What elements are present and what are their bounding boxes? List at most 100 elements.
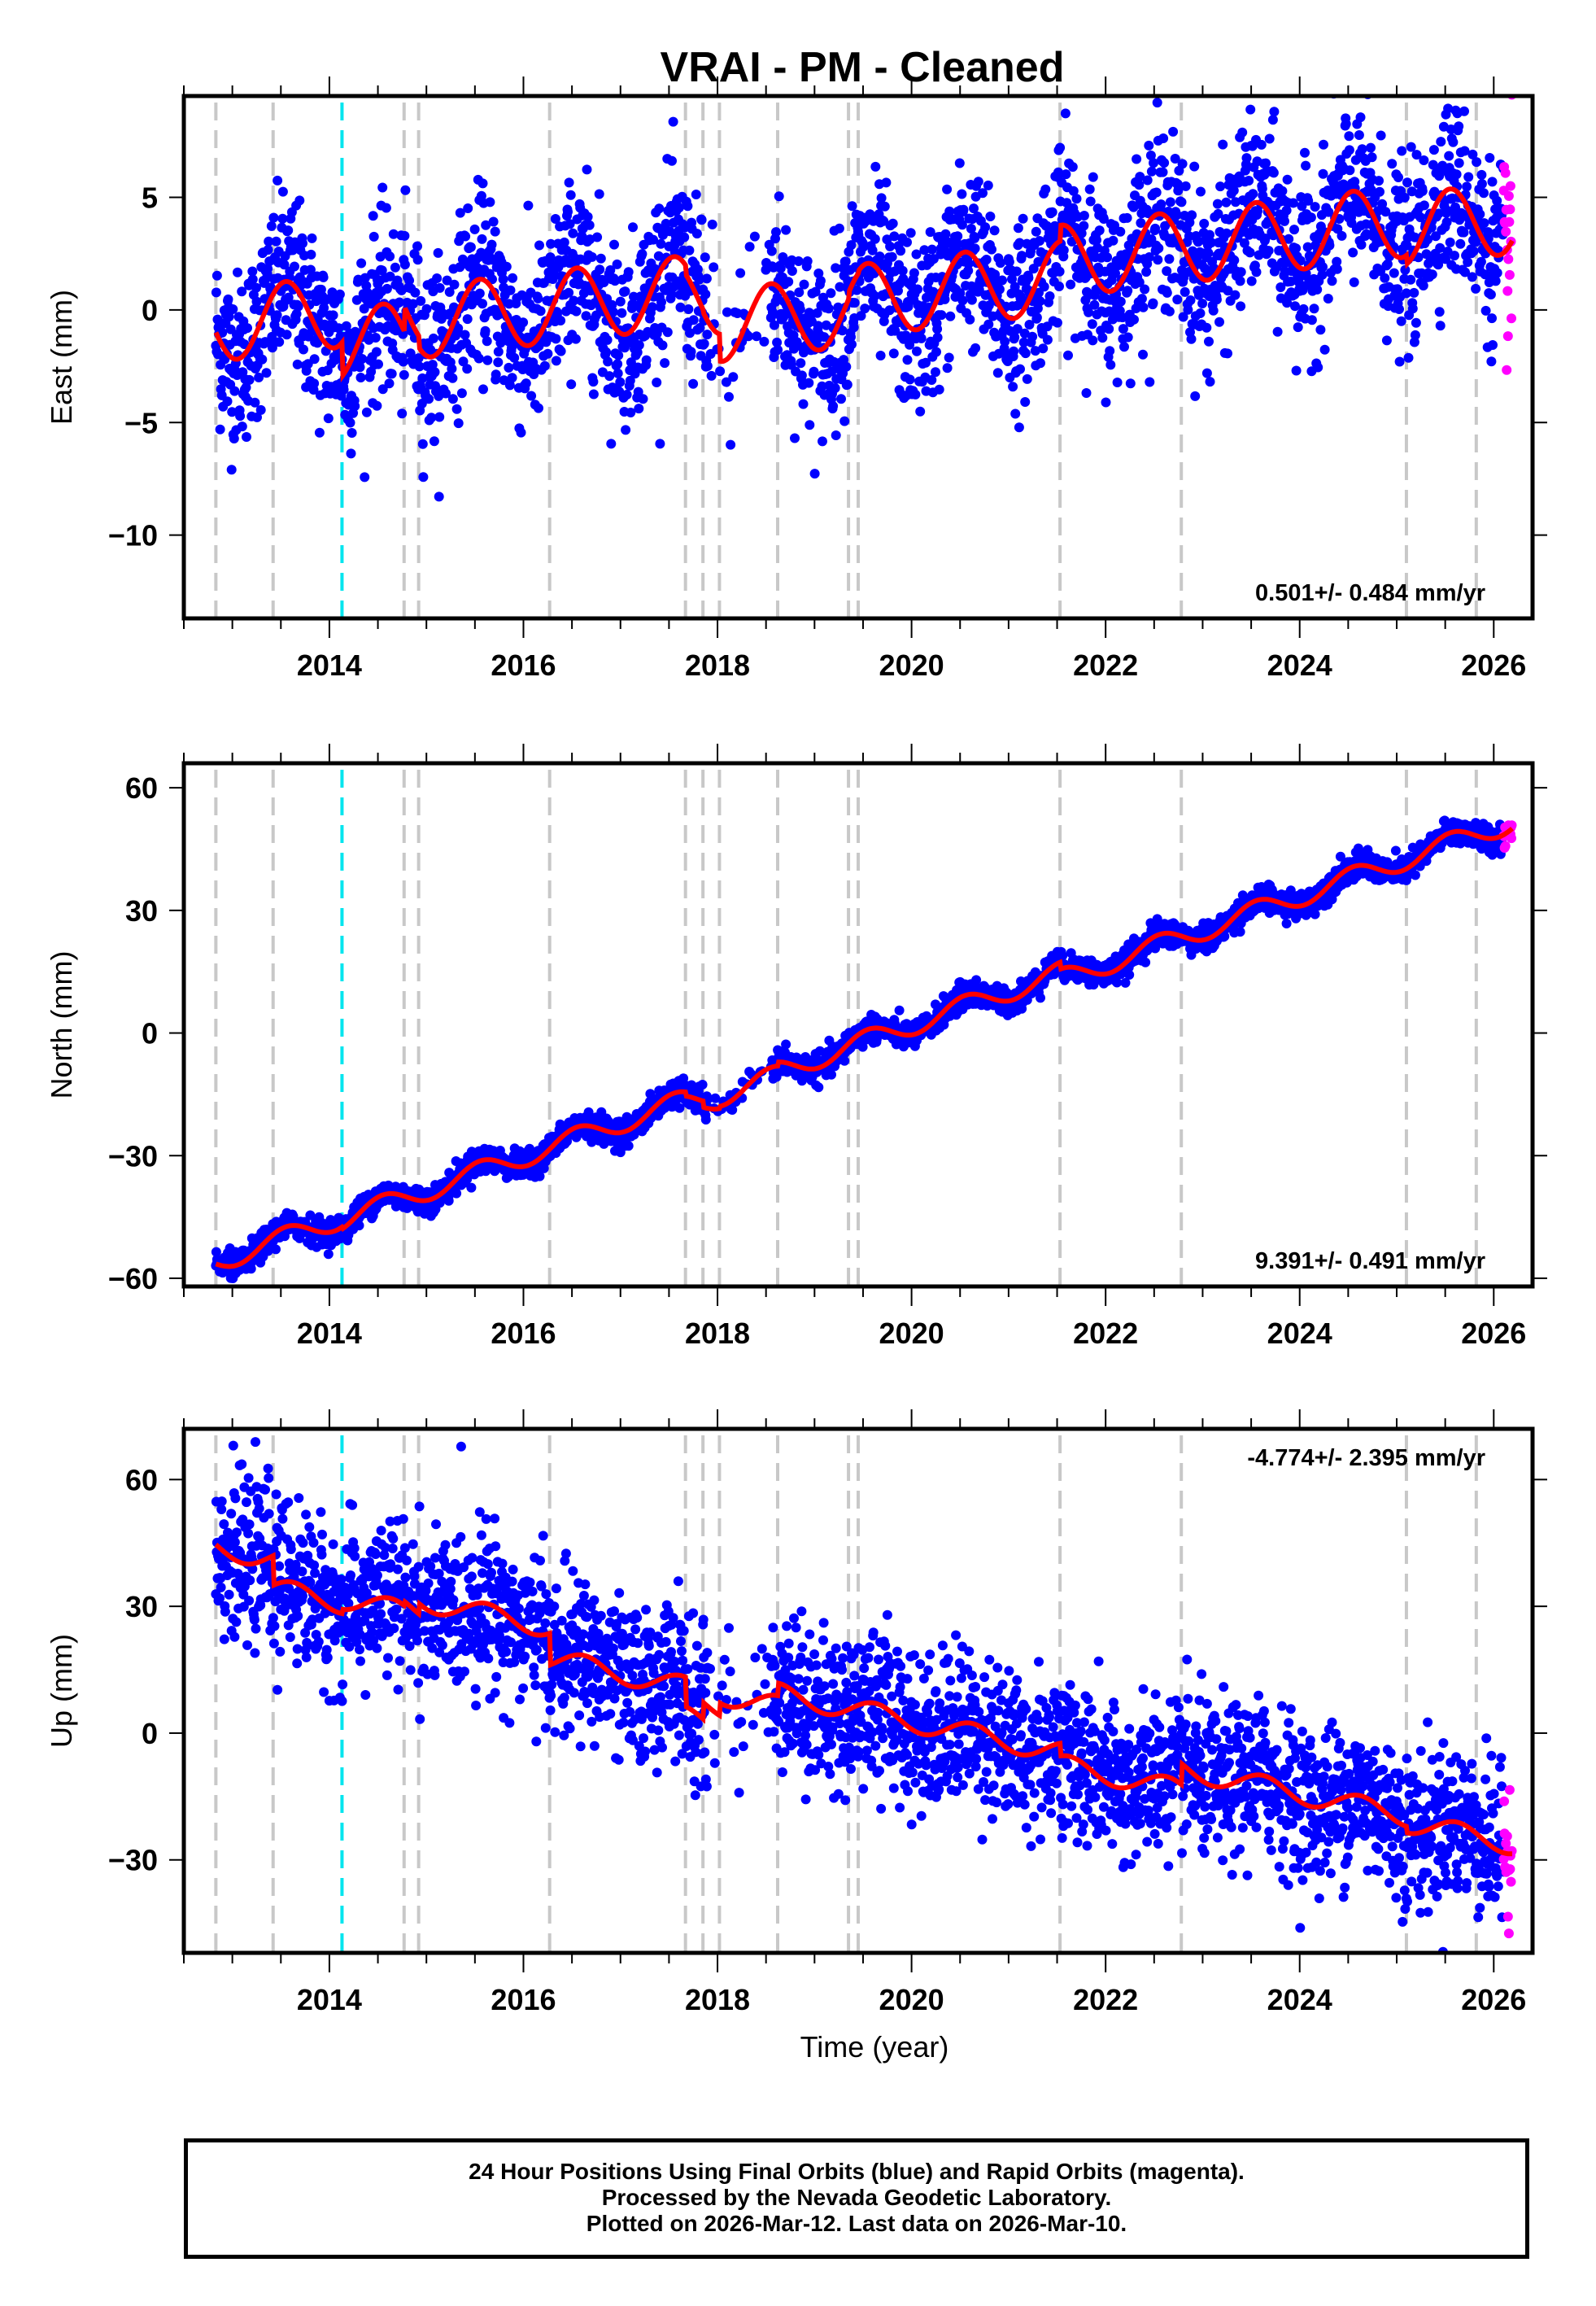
- final-orbit-point: [1471, 283, 1481, 294]
- final-orbit-point: [1309, 304, 1319, 314]
- final-orbit-point: [462, 314, 473, 325]
- final-orbit-point: [818, 436, 827, 447]
- rapid-orbit-point: [1500, 168, 1511, 178]
- final-orbit-point: [1256, 139, 1267, 150]
- final-orbit-point: [377, 182, 388, 193]
- final-orbit-point: [1184, 231, 1194, 242]
- y-tick-label: −10: [108, 519, 158, 552]
- final-orbit-point: [875, 351, 886, 360]
- final-orbit-point: [812, 308, 822, 318]
- final-orbit-point: [1061, 169, 1071, 180]
- final-orbit-point: [539, 360, 550, 371]
- final-orbit-point: [1178, 312, 1188, 322]
- final-orbit-point: [1237, 127, 1248, 138]
- final-orbit-point: [1431, 231, 1441, 242]
- final-orbit-point: [1165, 197, 1175, 207]
- final-orbit-point: [566, 379, 577, 390]
- final-orbit-point: [1433, 208, 1444, 219]
- final-orbit-point: [1115, 226, 1126, 237]
- final-orbit-point: [474, 288, 485, 299]
- final-orbit-point: [696, 215, 707, 225]
- final-orbit-point: [1353, 61, 1363, 71]
- final-orbit-point: [870, 234, 880, 244]
- final-orbit-point: [1032, 304, 1043, 314]
- final-orbit-point: [478, 384, 488, 395]
- final-orbit-point: [606, 439, 617, 449]
- final-orbit-point: [398, 356, 408, 367]
- final-orbit-point: [491, 369, 501, 380]
- final-orbit-point: [1298, 304, 1309, 314]
- final-orbit-point: [1092, 235, 1101, 245]
- final-orbit-point: [629, 291, 639, 302]
- final-orbit-point: [235, 411, 246, 421]
- final-orbit-point: [1436, 137, 1446, 147]
- final-orbit-point: [772, 337, 783, 347]
- final-orbit-point: [1119, 342, 1129, 352]
- final-orbit-point: [1105, 360, 1116, 370]
- final-orbit-point: [237, 421, 247, 432]
- final-orbit-point: [970, 343, 981, 353]
- final-orbit-point: [412, 241, 422, 251]
- final-orbit-point: [1480, 305, 1491, 316]
- final-orbit-point: [455, 207, 465, 218]
- final-orbit-point: [1488, 340, 1498, 350]
- final-orbit-point: [1303, 195, 1314, 206]
- final-orbit-point: [905, 228, 916, 238]
- final-orbit-point: [1403, 352, 1414, 363]
- final-orbit-point: [1180, 286, 1190, 297]
- final-orbit-point: [417, 439, 428, 449]
- final-orbit-point: [773, 345, 783, 355]
- final-orbit-point: [1134, 180, 1145, 190]
- final-orbit-point: [397, 408, 408, 419]
- final-orbit-point: [1212, 199, 1223, 209]
- final-orbit-point: [1079, 211, 1089, 221]
- final-orbit-point: [1487, 177, 1498, 187]
- final-orbit-point: [795, 304, 805, 315]
- final-orbit-point: [870, 290, 880, 301]
- final-orbit-point: [634, 340, 644, 351]
- final-orbit-point: [309, 354, 320, 365]
- final-orbit-point: [290, 237, 300, 247]
- final-orbit-point: [1291, 365, 1302, 376]
- final-orbit-point: [1462, 181, 1472, 192]
- final-orbit-point: [837, 325, 848, 336]
- final-orbit-point: [462, 364, 473, 374]
- final-orbit-point: [1149, 158, 1158, 168]
- final-orbit-point: [656, 238, 666, 249]
- final-orbit-point: [1380, 207, 1391, 217]
- final-orbit-point: [1327, 276, 1337, 286]
- final-orbit-point: [432, 273, 443, 283]
- final-orbit-point: [1218, 139, 1228, 150]
- final-orbit-point: [237, 286, 247, 297]
- final-orbit-point: [992, 368, 1003, 378]
- final-orbit-point: [564, 287, 574, 298]
- final-orbit-point: [1406, 142, 1416, 152]
- final-orbit-point: [903, 301, 914, 312]
- final-orbit-point: [360, 472, 370, 483]
- final-orbit-point: [1312, 284, 1323, 295]
- final-orbit-point: [1393, 173, 1403, 182]
- rapid-orbit-point: [1502, 286, 1513, 296]
- final-orbit-point: [568, 228, 578, 238]
- final-orbit-point: [652, 378, 662, 387]
- final-orbit-point: [523, 200, 534, 211]
- final-orbit-point: [370, 333, 381, 343]
- final-orbit-point: [222, 396, 233, 407]
- final-orbit-point: [839, 416, 850, 426]
- final-orbit-point: [1004, 256, 1014, 267]
- final-orbit-point: [274, 337, 285, 347]
- final-orbit-point: [447, 394, 458, 404]
- final-orbit-point: [1159, 158, 1170, 168]
- final-orbit-point: [1419, 155, 1429, 165]
- final-orbit-point: [456, 388, 467, 399]
- final-orbit-point: [828, 401, 839, 412]
- final-orbit-point: [1407, 304, 1418, 314]
- final-orbit-point: [613, 368, 623, 378]
- final-orbit-point: [1387, 159, 1398, 169]
- final-orbit-point: [945, 311, 956, 321]
- final-orbit-point: [1054, 266, 1065, 277]
- final-orbit-point: [985, 212, 996, 221]
- final-orbit-point: [970, 233, 980, 243]
- final-orbit-point: [1153, 255, 1163, 265]
- final-orbit-point: [1094, 225, 1105, 236]
